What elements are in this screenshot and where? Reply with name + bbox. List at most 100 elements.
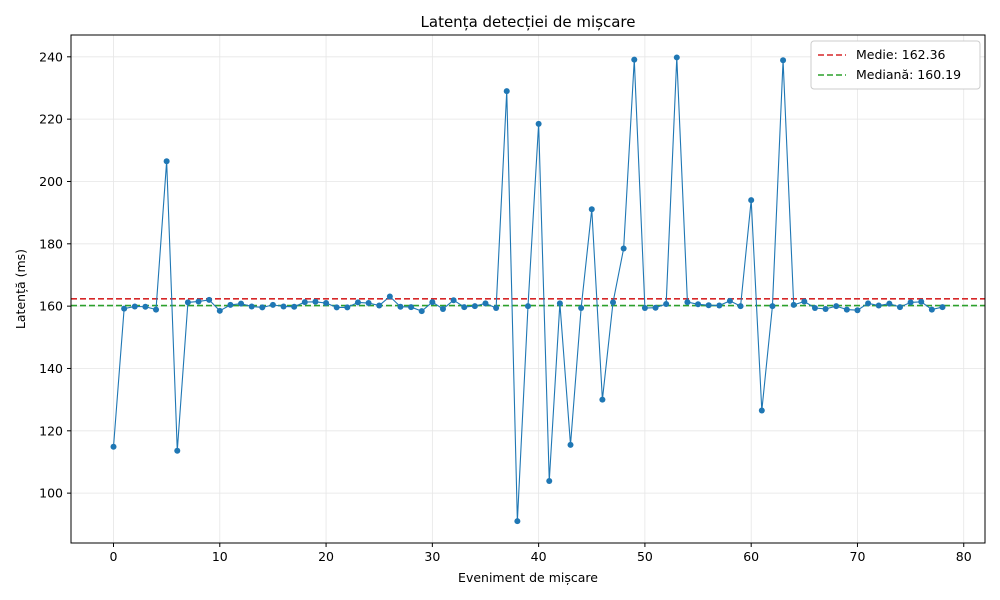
data-point (525, 303, 531, 310)
data-point (408, 304, 415, 311)
data-point (493, 305, 500, 312)
data-point (758, 407, 765, 414)
data-point (673, 54, 680, 61)
legend-mean-label: Medie: 162.36 (856, 47, 946, 62)
data-point (142, 303, 149, 310)
data-point (886, 300, 893, 307)
data-point (184, 299, 191, 306)
data-point (843, 306, 850, 313)
plot-frame (70, 34, 986, 544)
data-point (301, 299, 308, 306)
data-point (652, 304, 659, 311)
data-point (535, 120, 542, 127)
data-point (599, 396, 606, 403)
x-tick-label: 0 (110, 549, 118, 564)
reference-lines (71, 297, 985, 307)
data-point (875, 302, 882, 309)
data-point (174, 447, 181, 454)
data-point (833, 303, 840, 310)
data-point (811, 305, 818, 312)
y-tick-label: 180 (39, 236, 63, 251)
x-tick-label: 70 (850, 549, 866, 564)
data-point (227, 301, 234, 308)
data-point (482, 300, 489, 307)
data-point (248, 303, 255, 310)
data-point (206, 296, 213, 303)
y-tick-label: 160 (39, 299, 63, 314)
data-point (928, 306, 935, 313)
legend: Medie: 162.36 Mediană: 160.19 (810, 40, 981, 90)
data-point (450, 297, 457, 304)
y-tick-label: 240 (39, 49, 63, 64)
data-point (354, 299, 361, 306)
data-point (705, 302, 712, 309)
data-point (503, 88, 510, 95)
data-point (365, 300, 372, 307)
y-tick-label: 220 (39, 112, 63, 127)
data-point (429, 299, 436, 306)
data-point (939, 304, 946, 311)
data-point (865, 300, 872, 307)
data-point (620, 245, 627, 252)
data-point (631, 56, 638, 63)
x-tick-label: 40 (531, 549, 547, 564)
data-point (153, 306, 160, 313)
data-point (556, 300, 563, 307)
data-point (386, 293, 393, 300)
x-tick-label: 10 (212, 549, 228, 564)
data-point (695, 301, 702, 308)
data-point (918, 298, 925, 305)
y-axis-title: Latență (ms) (13, 249, 28, 329)
data-point (748, 197, 755, 204)
data-point (578, 305, 585, 312)
y-tick-label: 140 (39, 361, 63, 376)
x-tick-label: 60 (743, 549, 759, 564)
data-point (323, 300, 330, 307)
data-point (312, 298, 319, 305)
data-point (684, 299, 691, 306)
x-tick-label: 80 (956, 549, 972, 564)
x-tick-label: 20 (318, 549, 334, 564)
data-point (344, 304, 351, 311)
data-point (726, 297, 733, 304)
data-point (546, 477, 553, 484)
data-point (588, 206, 595, 213)
x-tick-label: 30 (424, 549, 440, 564)
data-point (567, 441, 574, 448)
data-point (376, 302, 383, 309)
data-point (259, 304, 266, 311)
data-point (780, 57, 787, 64)
data-point (471, 303, 478, 310)
data-point (461, 304, 468, 311)
data-point (641, 305, 648, 312)
chart-title: Latența detecției de mișcare (421, 13, 636, 31)
data-point (280, 303, 287, 310)
y-tick-label: 100 (39, 486, 63, 501)
data-point (896, 304, 903, 311)
y-axis: 100 120 140 160 180 200 220 240 (39, 49, 71, 501)
legend-median-label: Mediană: 160.19 (856, 67, 961, 82)
data-point (121, 305, 128, 312)
data-point (610, 299, 617, 306)
x-axis: 0 10 20 30 40 50 60 70 80 (110, 543, 972, 564)
data-point (238, 300, 245, 307)
data-point (269, 301, 276, 308)
data-point (216, 307, 223, 314)
data-point (418, 308, 425, 315)
data-point (907, 299, 914, 306)
grid (71, 35, 985, 543)
data-point (737, 303, 744, 310)
legend-box (810, 40, 981, 90)
data-point (163, 158, 170, 165)
data-point (716, 302, 723, 309)
data-point (663, 300, 670, 307)
series-line (112, 57, 943, 522)
series-layer (110, 54, 946, 525)
data-point (397, 303, 404, 310)
data-point (195, 298, 202, 305)
data-point (439, 305, 446, 312)
data-point (801, 298, 808, 305)
y-tick-label: 120 (39, 423, 63, 438)
data-point (769, 303, 776, 310)
